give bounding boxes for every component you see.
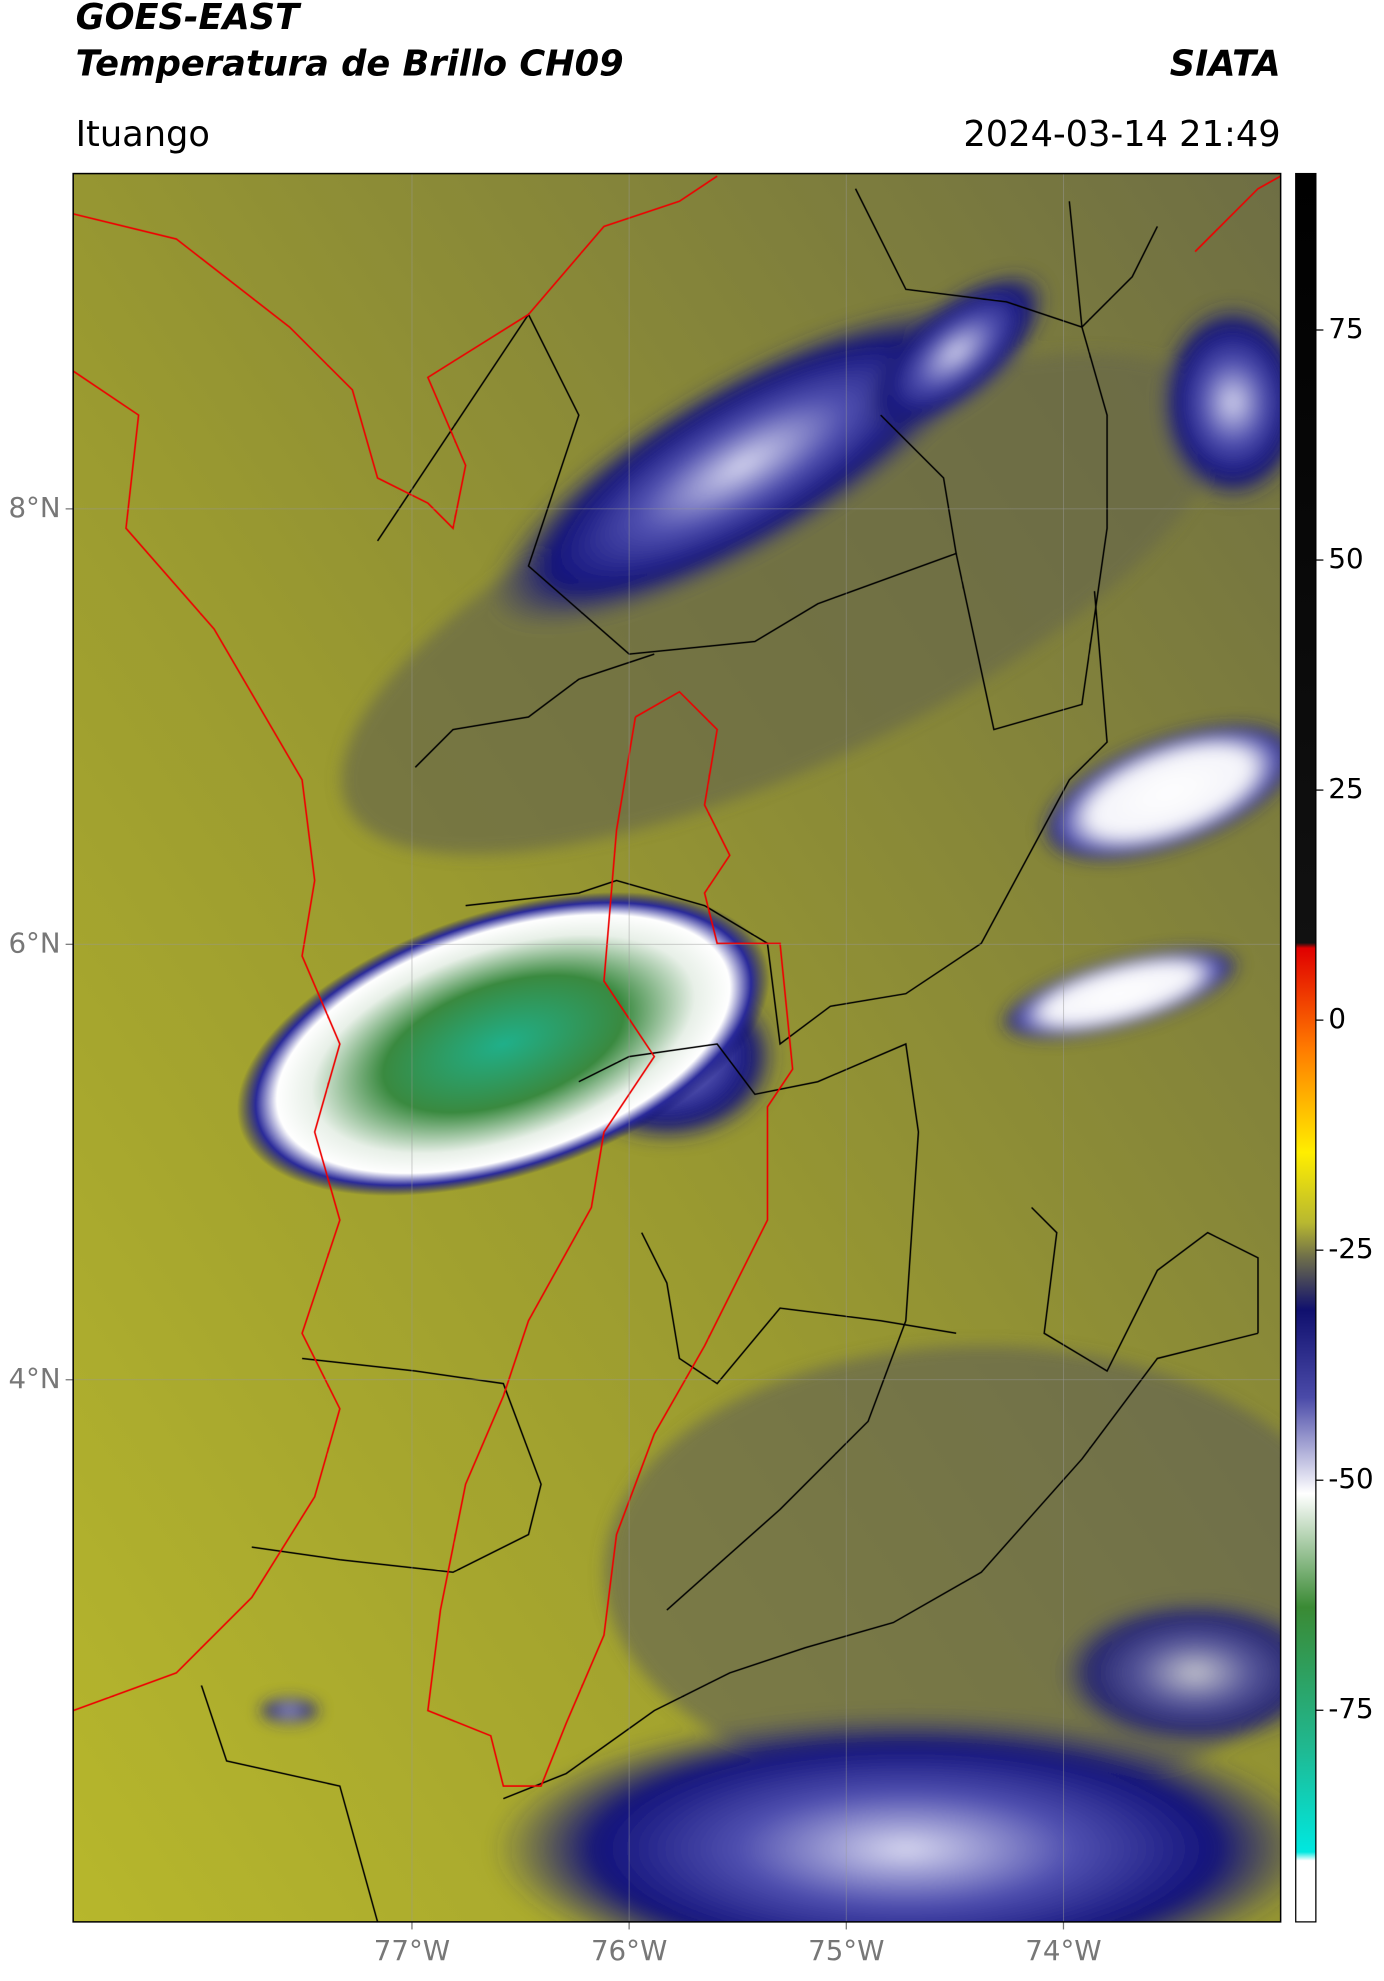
map-image: [73, 173, 1281, 1922]
datetime: 2024-03-14 21:49: [963, 114, 1280, 155]
colorbar-tick-label: 0: [1328, 1002, 1346, 1035]
colorbar-tick-label: 75: [1328, 312, 1363, 345]
y-tick-label: 6°N: [8, 926, 60, 959]
colorbar-tick-label: -75: [1328, 1692, 1373, 1725]
colorbar-tick-label: 25: [1328, 772, 1363, 805]
colorbar-tick-label: -25: [1328, 1232, 1373, 1265]
y-tick-label: 4°N: [8, 1362, 60, 1395]
x-tick-label: 76°W: [591, 1934, 667, 1967]
title: GOES-EAST: [76, 0, 302, 38]
source: SIATA: [1170, 43, 1281, 84]
colorbar: [1295, 172, 1317, 1923]
map-frame: [72, 172, 1282, 1923]
y-tick-label: 8°N: [8, 491, 60, 524]
colorbar-tick-label: -50: [1328, 1462, 1373, 1495]
colorbar-tick-label: 50: [1328, 542, 1363, 575]
location: Ituango: [76, 114, 210, 155]
x-tick-label: 74°W: [1025, 1934, 1101, 1967]
x-tick-label: 77°W: [374, 1934, 450, 1967]
subtitle: Temperatura de Brillo CH09: [76, 43, 624, 84]
x-tick-label: 75°W: [808, 1934, 884, 1967]
